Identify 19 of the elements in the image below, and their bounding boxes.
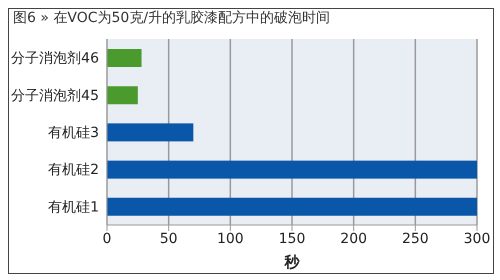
x-tick-label: 100 — [216, 230, 244, 247]
y-tick-label: 有机硅3 — [48, 124, 99, 141]
x-axis-title: 秒 — [284, 253, 300, 271]
x-tick-label: 250 — [402, 230, 429, 247]
bar — [107, 198, 477, 216]
x-tick-label: 300 — [464, 230, 490, 247]
x-tick-label: 200 — [340, 230, 368, 247]
y-tick-label: 分子消泡剂45 — [11, 88, 99, 104]
bar — [107, 123, 194, 142]
x-tick-label: 150 — [278, 230, 306, 247]
chart-title: 图6 » 在VOC为50克/升的乳胶漆配方中的破泡时间 — [13, 9, 330, 27]
bar — [107, 49, 142, 67]
x-tick-label: 0 — [102, 230, 112, 247]
bar — [107, 160, 477, 179]
y-tick-label: 有机硅2 — [48, 162, 99, 178]
y-tick-label: 有机硅1 — [48, 199, 99, 216]
bar — [107, 86, 138, 104]
y-tick-label: 分子消泡剂46 — [11, 50, 100, 67]
x-tick-label: 50 — [160, 230, 178, 247]
